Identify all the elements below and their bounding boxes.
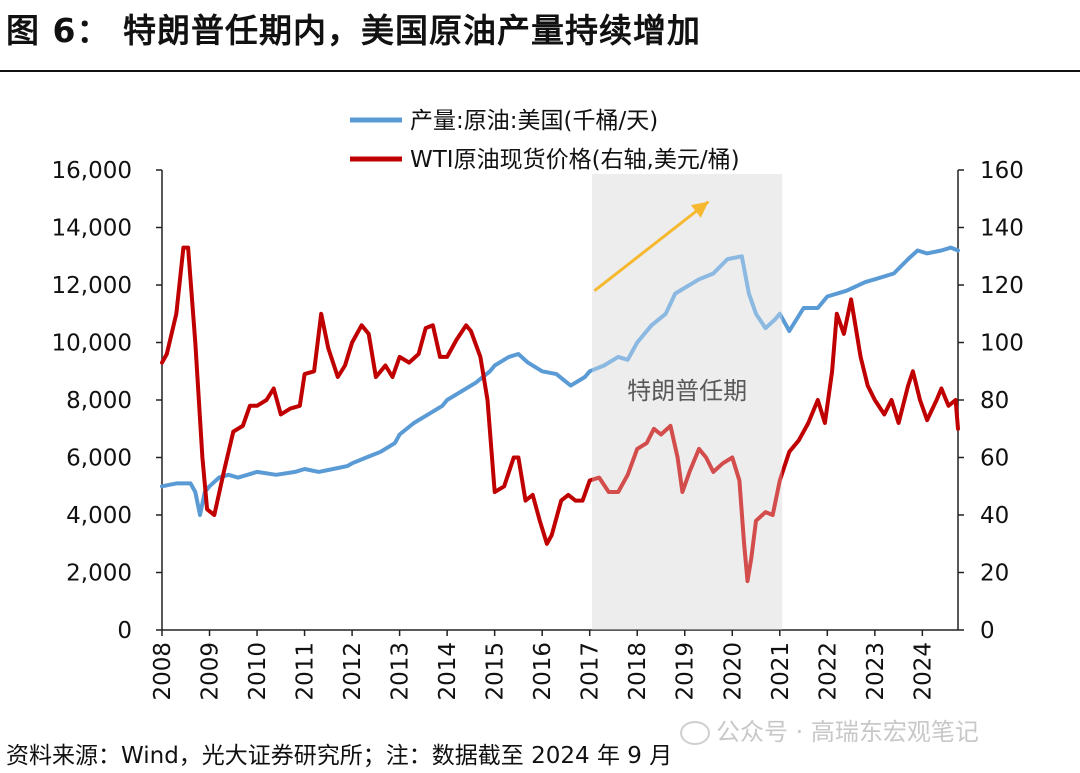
right-tick-label: 140 bbox=[980, 216, 1024, 242]
x-tick-label: 2017 bbox=[578, 642, 604, 701]
shaded-region-label: 特朗普任期 bbox=[627, 377, 747, 405]
x-tick-label: 2018 bbox=[625, 642, 651, 701]
legend-label-production: 产量:原油:美国(千桶/天) bbox=[410, 108, 658, 134]
watermark: 公众号 · 高瑞东宏观笔记 bbox=[680, 712, 979, 747]
trend-arrow-shaft bbox=[593, 200, 710, 292]
left-tick-label: 16,000 bbox=[52, 158, 132, 184]
right-tick-label: 120 bbox=[980, 273, 1024, 299]
x-tick-label: 2019 bbox=[673, 642, 699, 701]
x-tick-label: 2016 bbox=[530, 642, 556, 701]
wechat-icon bbox=[680, 721, 710, 745]
left-tick-label: 0 bbox=[117, 618, 132, 644]
watermark-text: 公众号 · 高瑞东宏观笔记 bbox=[716, 718, 979, 746]
x-tick-label: 2020 bbox=[720, 642, 746, 701]
x-tick-label: 2009 bbox=[198, 642, 224, 701]
left-tick-label: 14,000 bbox=[52, 216, 132, 242]
right-tick-label: 100 bbox=[980, 331, 1024, 357]
right-tick-label: 60 bbox=[980, 446, 1009, 472]
wti-price-series-line bbox=[160, 245, 960, 584]
x-tick-label: 2023 bbox=[863, 642, 889, 701]
x-tick-label: 2010 bbox=[245, 642, 271, 701]
x-tick-label: 2013 bbox=[388, 642, 414, 701]
right-tick-label: 20 bbox=[980, 561, 1009, 587]
x-tick-label: 2012 bbox=[340, 642, 366, 701]
x-tick-label: 2011 bbox=[293, 642, 319, 701]
left-tick-label: 10,000 bbox=[52, 331, 132, 357]
x-tick-label: 2021 bbox=[768, 642, 794, 701]
x-tick-label: 2008 bbox=[150, 642, 176, 701]
left-tick-label: 2,000 bbox=[66, 561, 132, 587]
trend-arrow-head bbox=[690, 201, 709, 218]
title-rule bbox=[0, 70, 1080, 72]
source-note: 资料来源：Wind，光大证券研究所；注：数据截至 2024 年 9 月 bbox=[6, 743, 673, 769]
legend-label-wti: WTI原油现货价格(右轴,美元/桶) bbox=[410, 147, 740, 173]
x-tick-label: 2024 bbox=[910, 642, 936, 701]
right-tick-label: 0 bbox=[980, 618, 995, 644]
production-series-line bbox=[160, 245, 960, 517]
left-tick-label: 6,000 bbox=[66, 446, 132, 472]
left-tick-label: 8,000 bbox=[66, 388, 132, 414]
x-tick-label: 2022 bbox=[815, 642, 841, 701]
figure-title: 图 6： 特朗普任期内，美国原油产量持续增加 bbox=[6, 11, 701, 50]
left-tick-label: 12,000 bbox=[52, 273, 132, 299]
right-tick-label: 40 bbox=[980, 503, 1009, 529]
right-tick-label: 80 bbox=[980, 388, 1009, 414]
x-tick-label: 2015 bbox=[483, 642, 509, 701]
left-tick-label: 4,000 bbox=[66, 503, 132, 529]
right-tick-label: 160 bbox=[980, 158, 1024, 184]
shaded-region-overlay bbox=[592, 174, 783, 630]
x-tick-label: 2014 bbox=[435, 642, 461, 701]
